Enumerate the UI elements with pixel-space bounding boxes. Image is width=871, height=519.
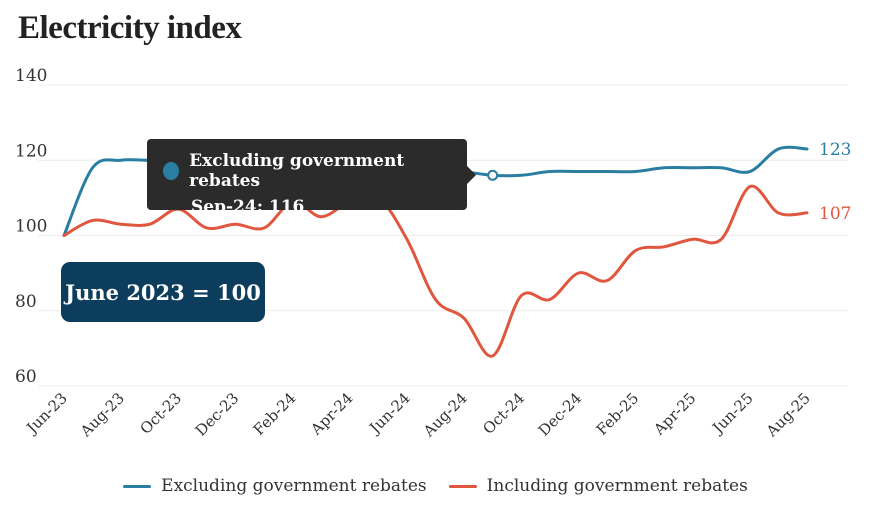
x-tick-label: Jun-23: [22, 389, 71, 438]
hover-point[interactable]: [487, 169, 499, 181]
x-tick-label: Jun-25: [708, 389, 757, 438]
base-period-badge: June 2023 = 100: [61, 262, 265, 322]
legend-label-excluding: Excluding government rebates: [161, 476, 427, 496]
x-tick-label: Aug-25: [762, 389, 814, 441]
y-tick-label: 140: [15, 66, 47, 86]
legend-item-including[interactable]: Including government rebates: [448, 476, 748, 496]
hover-marker: [487, 169, 499, 181]
series-line-including[interactable]: [62, 184, 809, 358]
y-axis-ticks: 60 80 100 120 140: [15, 66, 47, 387]
y-tick-label: 80: [15, 292, 37, 312]
legend: Excluding government rebates Including g…: [0, 476, 871, 496]
x-tick-label: Aug-24: [419, 389, 471, 441]
y-tick-label: 100: [15, 217, 47, 237]
x-tick-label: Aug-23: [76, 389, 128, 441]
end-labels: 123 107: [819, 140, 851, 224]
x-tick-label: Oct-23: [136, 389, 185, 438]
x-tick-label: Apr-25: [649, 389, 699, 439]
legend-swatch-excluding: [123, 484, 152, 488]
tooltip: Excluding government rebates Sep-24: 116: [147, 139, 476, 217]
x-axis-ticks: Jun-23 Aug-23 Oct-23 Dec-23 Feb-24 Apr-24 Jun-…: [22, 389, 814, 441]
tooltip-value: Sep-24: 116: [191, 197, 305, 217]
x-tick-label: Dec-23: [192, 389, 243, 440]
end-label-excluding: 123: [819, 140, 851, 160]
tooltip-series-name: Excluding government rebates: [189, 151, 405, 191]
gridlines: [38, 84, 848, 387]
legend-label-including: Including government rebates: [486, 476, 748, 496]
x-tick-label: Apr-24: [307, 389, 357, 439]
tooltip-series-dot: [163, 162, 180, 180]
chart-title: Electricity index: [18, 10, 242, 46]
x-tick-label: Jun-24: [365, 389, 414, 438]
legend-item-excluding[interactable]: Excluding government rebates: [123, 476, 427, 496]
x-tick-label: Dec-24: [535, 389, 586, 440]
y-tick-label: 60: [15, 367, 37, 387]
end-label-including: 107: [819, 204, 851, 224]
legend-swatch-including: [448, 484, 477, 488]
x-tick-label: Feb-24: [250, 389, 300, 439]
y-tick-label: 120: [15, 141, 47, 161]
x-tick-label: Feb-25: [593, 389, 643, 439]
x-tick-label: Oct-24: [479, 389, 528, 438]
